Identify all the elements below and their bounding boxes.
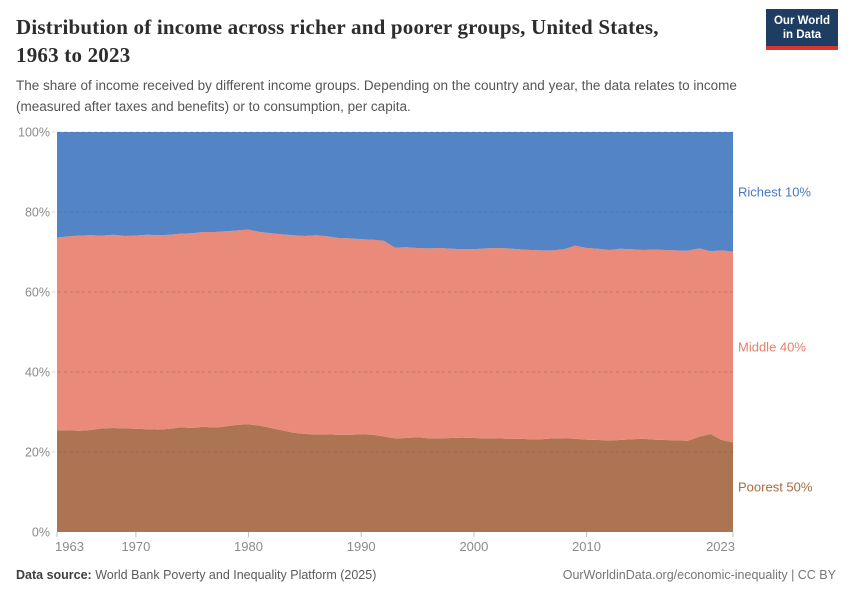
area-richest-10[interactable] — [57, 132, 733, 252]
x-axis-label-1963: 1963 — [55, 539, 84, 554]
chart-subtitle: The share of income received by differen… — [16, 75, 816, 117]
y-axis-label-60: 60% — [25, 286, 50, 300]
y-axis-label-0: 0% — [32, 526, 50, 540]
x-axis-label-1990: 1990 — [347, 539, 376, 554]
x-axis-label-2023: 2023 — [706, 539, 735, 554]
chart-title-line-1: Distribution of income across richer and… — [16, 15, 659, 39]
legend-label-middle-40[interactable]: Middle 40% — [738, 340, 806, 355]
y-axis-label-40: 40% — [25, 366, 50, 380]
area-poorest-50[interactable] — [57, 424, 733, 532]
area-middle-40[interactable] — [57, 229, 733, 443]
x-axis-label-2010: 2010 — [572, 539, 601, 554]
chart-subtitle-line-1: The share of income received by differen… — [16, 78, 737, 93]
x-axis-label-2000: 2000 — [459, 539, 488, 554]
x-axis-label-1970: 1970 — [121, 539, 150, 554]
y-axis-label-80: 80% — [25, 206, 50, 220]
chart-subtitle-line-2: (measured after taxes and benefits) or t… — [16, 99, 411, 114]
legend-label-richest-10[interactable]: Richest 10% — [738, 184, 811, 199]
owid-logo-line-2: in Data — [782, 29, 822, 41]
attribution-line[interactable]: OurWorldinData.org/economic-inequality |… — [562, 568, 836, 582]
income-distribution-stacked-area-svg: 0% 20% 40% 60% 80% 100% 1963 1970 1980 1990 2000 20… — [18, 126, 813, 555]
data-source-line: Data source: World Bank Poverty and Ineq… — [16, 568, 376, 582]
owid-logo[interactable]: Our World in Data — [766, 9, 838, 50]
y-axis-label-20: 20% — [25, 446, 50, 460]
chart-title: Distribution of income across richer and… — [16, 13, 806, 69]
x-axis-label-1980: 1980 — [234, 539, 263, 554]
chart-title-line-2: 1963 to 2023 — [16, 43, 131, 67]
legend-label-poorest-50[interactable]: Poorest 50% — [738, 480, 813, 495]
data-source-value: World Bank Poverty and Inequality Platfo… — [95, 568, 377, 582]
chart-canvas[interactable]: 0% 20% 40% 60% 80% 100% 1963 1970 1980 1990 2000 20… — [0, 120, 850, 560]
data-source-label: Data source: — [16, 568, 92, 582]
owid-logo-line-1: Our World — [773, 15, 830, 27]
chart-footer: Data source: World Bank Poverty and Ineq… — [16, 568, 836, 582]
y-axis-label-100: 100% — [18, 126, 50, 140]
